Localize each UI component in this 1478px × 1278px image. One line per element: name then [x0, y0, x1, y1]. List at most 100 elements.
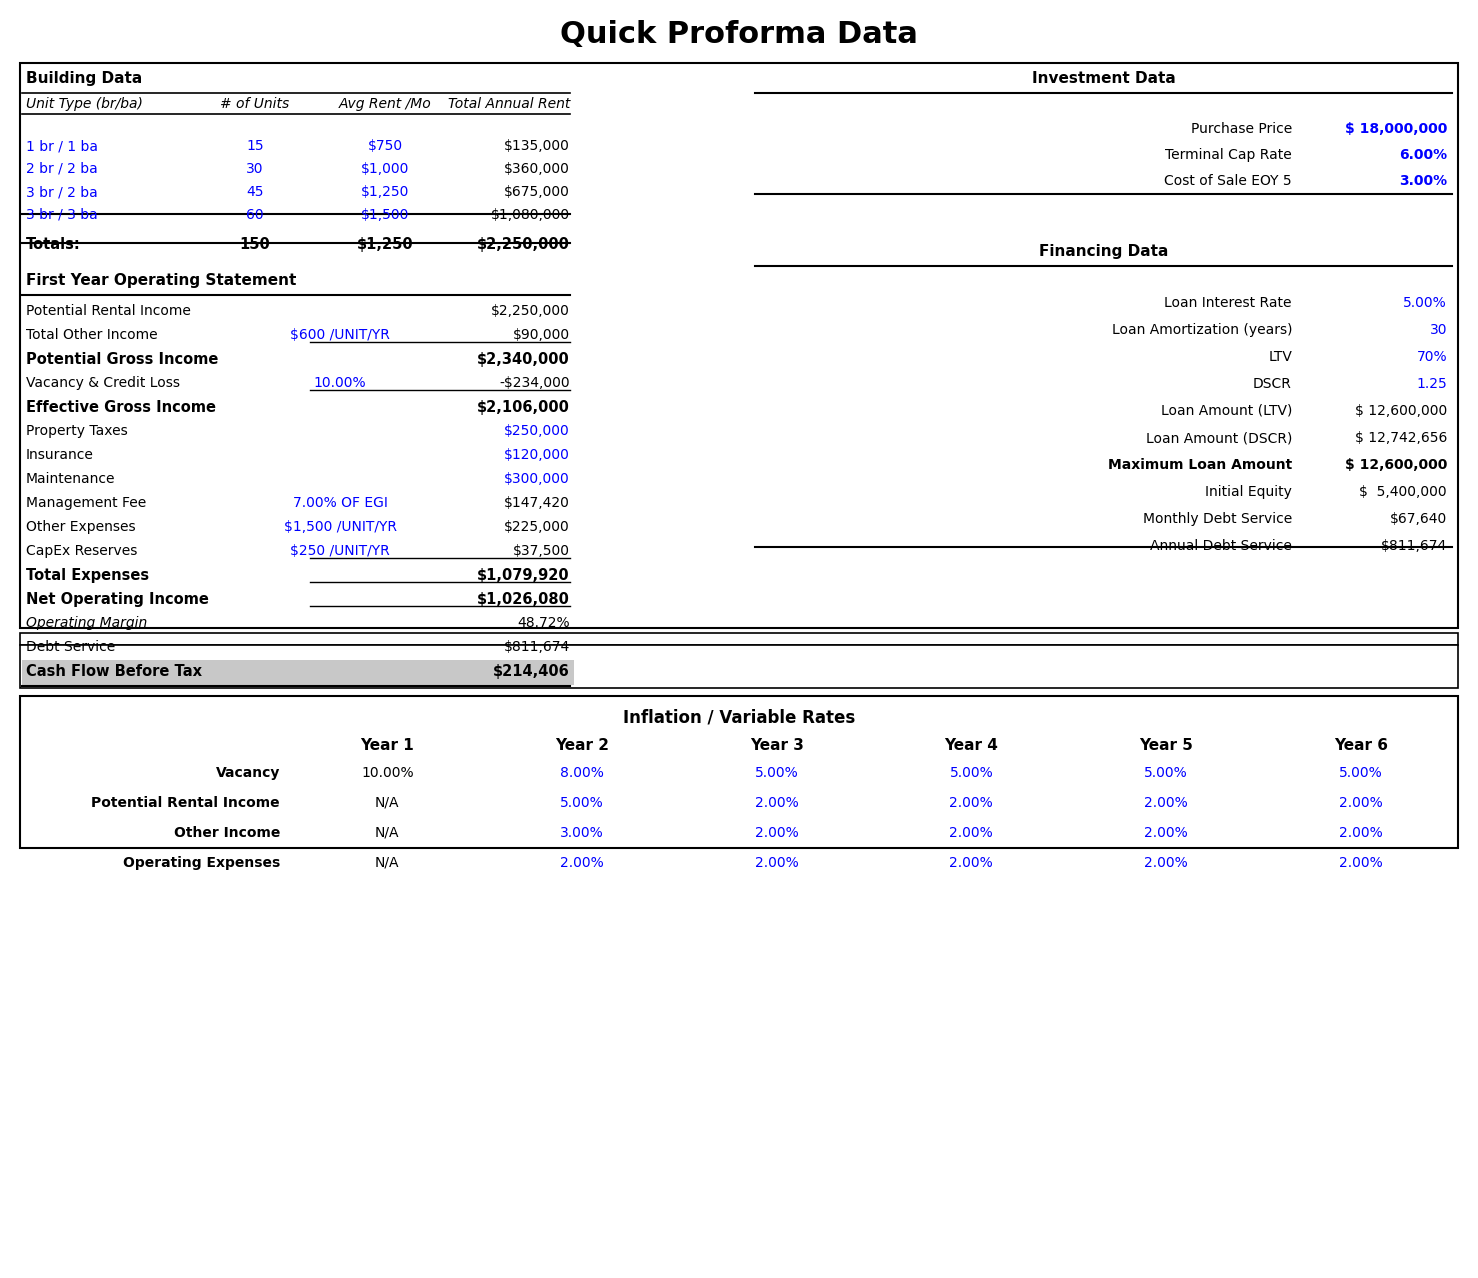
- Text: $1,250: $1,250: [361, 185, 409, 199]
- Text: 10.00%: 10.00%: [313, 376, 367, 390]
- Text: Total Other Income: Total Other Income: [27, 328, 158, 343]
- Text: Other Expenses: Other Expenses: [27, 520, 136, 534]
- Text: $ 18,000,000: $ 18,000,000: [1345, 121, 1447, 135]
- Text: 2.00%: 2.00%: [1144, 796, 1188, 810]
- Text: Loan Amount (LTV): Loan Amount (LTV): [1160, 404, 1292, 418]
- Text: 2.00%: 2.00%: [560, 856, 605, 870]
- Text: Avg Rent /Mo: Avg Rent /Mo: [338, 97, 432, 111]
- Text: N/A: N/A: [375, 856, 399, 870]
- Text: 3 br / 3 ba: 3 br / 3 ba: [27, 208, 98, 222]
- Text: Vacancy: Vacancy: [216, 766, 279, 780]
- Text: Building Data: Building Data: [27, 72, 142, 86]
- Text: $67,640: $67,640: [1389, 512, 1447, 527]
- Text: 2.00%: 2.00%: [755, 826, 798, 840]
- Text: $1,080,000: $1,080,000: [491, 208, 571, 222]
- Text: $1,026,080: $1,026,080: [477, 592, 571, 607]
- Text: 2.00%: 2.00%: [1144, 856, 1188, 870]
- Text: Operating Margin: Operating Margin: [27, 616, 148, 630]
- Text: $811,674: $811,674: [1380, 539, 1447, 553]
- Text: $1,250: $1,250: [356, 236, 414, 252]
- Text: $811,674: $811,674: [504, 640, 571, 654]
- Text: 3.00%: 3.00%: [560, 826, 605, 840]
- Text: 5.00%: 5.00%: [1403, 296, 1447, 311]
- Text: $  5,400,000: $ 5,400,000: [1360, 484, 1447, 498]
- Text: Purchase Price: Purchase Price: [1191, 121, 1292, 135]
- Text: Management Fee: Management Fee: [27, 496, 146, 510]
- Text: Maximum Loan Amount: Maximum Loan Amount: [1107, 458, 1292, 472]
- Text: N/A: N/A: [375, 826, 399, 840]
- Text: $675,000: $675,000: [504, 185, 571, 199]
- Text: Annual Debt Service: Annual Debt Service: [1150, 539, 1292, 553]
- Text: Cost of Sale EOY 5: Cost of Sale EOY 5: [1165, 174, 1292, 188]
- Text: Potential Gross Income: Potential Gross Income: [27, 351, 219, 367]
- Text: LTV: LTV: [1268, 350, 1292, 364]
- Text: 8.00%: 8.00%: [560, 766, 605, 780]
- Text: Year 3: Year 3: [749, 737, 804, 753]
- Bar: [21, 633, 1457, 645]
- Text: Cash Flow Before Tax: Cash Flow Before Tax: [27, 665, 202, 679]
- Text: Potential Rental Income: Potential Rental Income: [27, 304, 191, 318]
- Text: $ 12,600,000: $ 12,600,000: [1355, 404, 1447, 418]
- Text: DSCR: DSCR: [1253, 377, 1292, 391]
- Text: 5.00%: 5.00%: [1144, 766, 1188, 780]
- Text: 45: 45: [247, 185, 263, 199]
- Text: $1,000: $1,000: [361, 162, 409, 176]
- Text: 15: 15: [247, 139, 263, 153]
- Text: 2.00%: 2.00%: [1144, 826, 1188, 840]
- Bar: [22, 659, 573, 685]
- Text: 2.00%: 2.00%: [1339, 856, 1382, 870]
- Text: 2.00%: 2.00%: [1339, 796, 1382, 810]
- Text: 30: 30: [247, 162, 263, 176]
- Text: 10.00%: 10.00%: [361, 766, 414, 780]
- Bar: [21, 645, 1457, 688]
- Text: $250,000: $250,000: [504, 424, 571, 438]
- Bar: [21, 63, 1457, 627]
- Text: Unit Type (br/ba): Unit Type (br/ba): [27, 97, 143, 111]
- Text: $250 /UNIT/YR: $250 /UNIT/YR: [290, 544, 390, 558]
- Text: Year 5: Year 5: [1140, 737, 1193, 753]
- Text: $1,500 /UNIT/YR: $1,500 /UNIT/YR: [284, 520, 396, 534]
- Text: Loan Amount (DSCR): Loan Amount (DSCR): [1145, 431, 1292, 445]
- Bar: [21, 697, 1457, 849]
- Text: 2.00%: 2.00%: [1339, 826, 1382, 840]
- Text: Loan Interest Rate: Loan Interest Rate: [1165, 296, 1292, 311]
- Text: 70%: 70%: [1416, 350, 1447, 364]
- Text: 2 br / 2 ba: 2 br / 2 ba: [27, 162, 98, 176]
- Text: 5.00%: 5.00%: [949, 766, 993, 780]
- Text: 2.00%: 2.00%: [949, 826, 993, 840]
- Text: $2,106,000: $2,106,000: [477, 400, 571, 415]
- Text: $135,000: $135,000: [504, 139, 571, 153]
- Text: # of Units: # of Units: [220, 97, 290, 111]
- Text: Loan Amortization (years): Loan Amortization (years): [1111, 323, 1292, 337]
- Text: Year 4: Year 4: [944, 737, 998, 753]
- Text: Totals:: Totals:: [27, 236, 81, 252]
- Text: 30: 30: [1429, 323, 1447, 337]
- Text: $2,340,000: $2,340,000: [477, 351, 571, 367]
- Text: Investment Data: Investment Data: [1032, 72, 1175, 86]
- Text: $225,000: $225,000: [504, 520, 571, 534]
- Text: 150: 150: [239, 236, 270, 252]
- Text: 5.00%: 5.00%: [755, 766, 798, 780]
- Text: Maintenance: Maintenance: [27, 472, 115, 486]
- Text: 2.00%: 2.00%: [755, 796, 798, 810]
- Text: Total Expenses: Total Expenses: [27, 567, 149, 583]
- Text: $600 /UNIT/YR: $600 /UNIT/YR: [290, 328, 390, 343]
- Text: Financing Data: Financing Data: [1039, 244, 1168, 259]
- Text: Year 1: Year 1: [361, 737, 414, 753]
- Text: Quick Proforma Data: Quick Proforma Data: [560, 20, 918, 49]
- Text: Total Annual Rent: Total Annual Rent: [448, 97, 571, 111]
- Text: $120,000: $120,000: [504, 449, 571, 463]
- Text: Vacancy & Credit Loss: Vacancy & Credit Loss: [27, 376, 180, 390]
- Text: $ 12,600,000: $ 12,600,000: [1345, 458, 1447, 472]
- Text: Debt Service: Debt Service: [27, 640, 115, 654]
- Text: Inflation / Variable Rates: Inflation / Variable Rates: [622, 708, 856, 726]
- Text: 5.00%: 5.00%: [1339, 766, 1382, 780]
- Text: -$234,000: -$234,000: [500, 376, 571, 390]
- Text: 3.00%: 3.00%: [1398, 174, 1447, 188]
- Text: Insurance: Insurance: [27, 449, 95, 463]
- Text: CapEx Reserves: CapEx Reserves: [27, 544, 137, 558]
- Text: Year 6: Year 6: [1333, 737, 1388, 753]
- Text: $360,000: $360,000: [504, 162, 571, 176]
- Text: 3 br / 2 ba: 3 br / 2 ba: [27, 185, 98, 199]
- Text: $2,250,000: $2,250,000: [491, 304, 571, 318]
